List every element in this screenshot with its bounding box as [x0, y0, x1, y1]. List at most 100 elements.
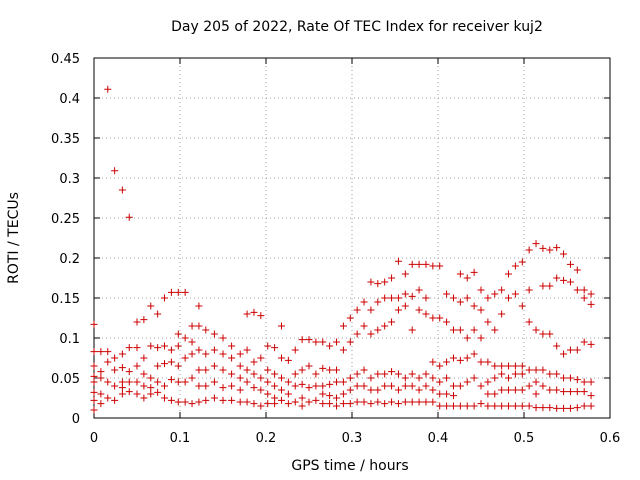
data-point — [456, 402, 464, 410]
data-point — [104, 85, 112, 93]
data-point — [339, 346, 347, 354]
data-point — [560, 250, 568, 258]
data-point — [161, 294, 169, 302]
data-point — [505, 362, 513, 370]
data-point — [243, 346, 251, 354]
data-point — [498, 402, 506, 410]
data-point — [219, 334, 227, 342]
data-point — [104, 378, 112, 386]
data-point — [167, 288, 175, 296]
data-point — [429, 314, 437, 322]
data-point — [484, 378, 492, 386]
data-point — [470, 374, 478, 382]
data-point — [587, 392, 595, 400]
data-point — [381, 278, 389, 286]
data-point — [498, 286, 506, 294]
data-point — [491, 326, 499, 334]
data-point — [264, 390, 272, 398]
data-point — [167, 396, 175, 404]
data-point — [111, 354, 119, 362]
data-point — [174, 288, 182, 296]
data-point — [388, 274, 396, 282]
data-point — [264, 378, 272, 386]
data-point — [111, 396, 119, 404]
y-tick-label: 0.1 — [59, 332, 80, 347]
data-point — [291, 370, 299, 378]
data-point — [339, 390, 347, 398]
data-point — [305, 398, 313, 406]
data-point — [573, 404, 581, 412]
data-point — [181, 378, 189, 386]
data-point — [539, 330, 547, 338]
data-point — [161, 394, 169, 402]
data-point — [367, 374, 375, 382]
data-point — [353, 398, 361, 406]
data-point — [367, 330, 375, 338]
data-point — [566, 278, 574, 286]
data-point — [491, 374, 499, 382]
data-point — [360, 322, 368, 330]
data-point — [505, 374, 513, 382]
data-point — [118, 390, 126, 398]
data-point — [491, 290, 499, 298]
data-point — [210, 394, 218, 402]
data-point — [477, 400, 485, 408]
data-point — [104, 358, 112, 366]
data-point — [360, 382, 368, 390]
data-point — [463, 294, 471, 302]
data-point — [326, 392, 334, 400]
data-point — [181, 398, 189, 406]
data-point — [264, 366, 272, 374]
data-point — [477, 286, 485, 294]
data-point — [553, 244, 561, 252]
data-point — [257, 312, 265, 320]
data-point — [408, 370, 416, 378]
data-point — [498, 362, 506, 370]
data-point — [491, 390, 499, 398]
data-point — [125, 378, 133, 386]
data-point — [511, 262, 519, 270]
data-points — [90, 85, 595, 414]
data-point — [312, 382, 320, 390]
data-point — [236, 350, 244, 358]
data-point — [394, 370, 402, 378]
data-point — [525, 318, 533, 326]
data-point — [518, 402, 526, 410]
data-point — [271, 400, 279, 408]
data-point — [147, 384, 155, 392]
data-point — [374, 298, 382, 306]
data-point — [125, 344, 133, 352]
data-point — [133, 378, 141, 386]
data-point — [443, 318, 451, 326]
data-point — [511, 362, 519, 370]
data-point — [484, 402, 492, 410]
data-point — [498, 310, 506, 318]
data-point — [484, 294, 492, 302]
data-point — [463, 274, 471, 282]
data-point — [333, 394, 341, 402]
data-point — [456, 326, 464, 334]
data-point — [257, 402, 265, 410]
data-point — [257, 386, 265, 394]
data-point — [97, 368, 105, 376]
data-point — [353, 382, 361, 390]
data-point — [326, 342, 334, 350]
data-point — [566, 374, 574, 382]
data-point — [415, 374, 423, 382]
data-point — [518, 386, 526, 394]
data-point — [443, 374, 451, 382]
data-point — [573, 346, 581, 354]
data-point — [298, 380, 306, 388]
data-point — [374, 386, 382, 394]
data-point — [195, 322, 203, 330]
data-point — [505, 386, 513, 394]
data-point — [202, 382, 210, 390]
data-point — [346, 400, 354, 408]
data-point — [250, 384, 258, 392]
data-point — [449, 354, 457, 362]
axis-ticks: 0 0.1 0.2 0.3 0.4 0.5 0.6 0 0.05 0.1 0.15 0.2 0.25 0.… — [51, 52, 620, 446]
data-point — [188, 350, 196, 358]
data-point — [470, 326, 478, 334]
data-point — [580, 294, 588, 302]
